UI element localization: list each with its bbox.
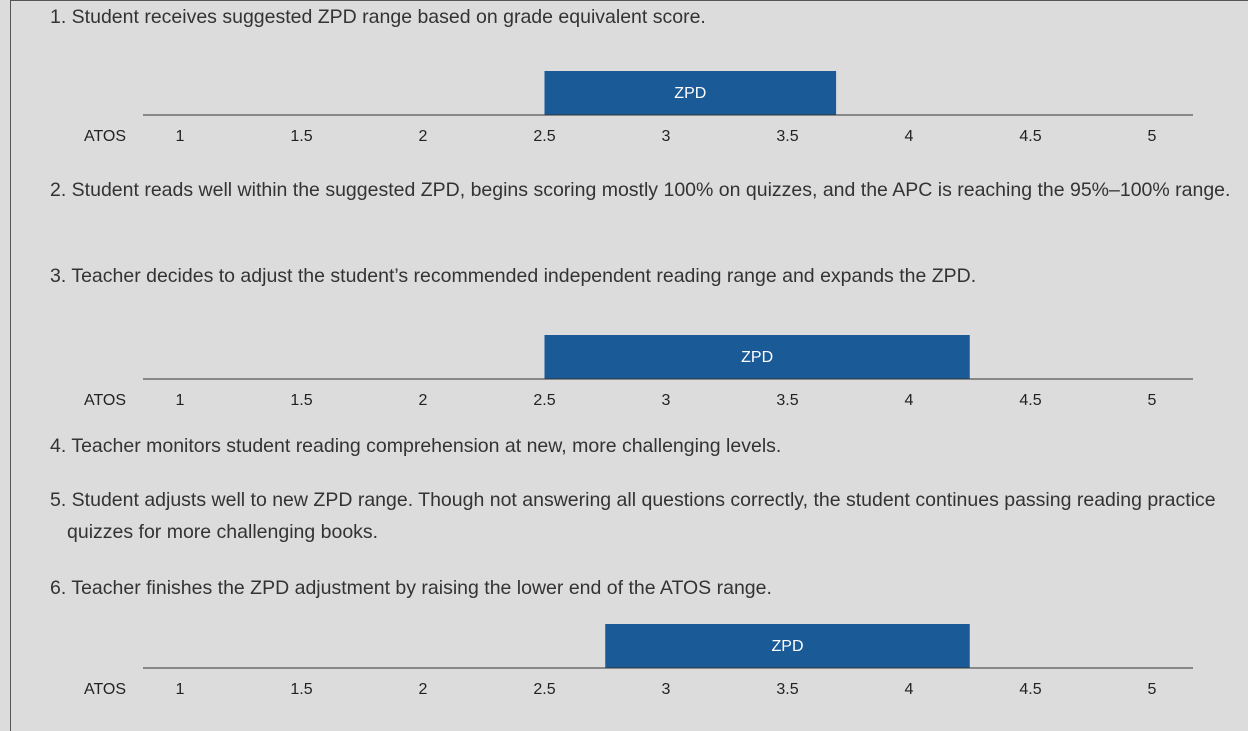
frame (10, 0, 1248, 731)
tick-label: 1 (176, 392, 185, 409)
tick-label: 1 (176, 128, 185, 145)
step: 3. Teacher decides to adjust the student… (50, 265, 977, 287)
tick-label: 2.5 (533, 392, 555, 409)
tick-label: 2 (419, 392, 428, 409)
tick-label: 1.5 (290, 681, 312, 698)
step: 1. Student receives suggested ZPD range … (50, 6, 706, 28)
tick-label: 2.5 (533, 128, 555, 145)
tick-label: 1.5 (290, 392, 312, 409)
zpd-bar (544, 71, 837, 115)
tick-label: 3.5 (776, 681, 798, 698)
zpd-bar (544, 335, 970, 379)
step: 4. Teacher monitors student reading comp… (50, 435, 782, 457)
axis-label: ATOS (84, 681, 126, 698)
atos-scale: ZPD ATOS 1 1.5 2 2.5 3 3.5 4 4.5 5 (84, 624, 1193, 698)
tick-label: 3.5 (776, 128, 798, 145)
step: 6. Teacher finishes the ZPD adjustment b… (50, 577, 772, 599)
tick-label: 4.5 (1019, 392, 1041, 409)
atos-scale: ZPD ATOS 1 1.5 2 2.5 3 3.5 4 4.5 5 (84, 71, 1193, 145)
step: 2. Student reads well within the suggest… (50, 179, 1231, 201)
tick-label: 5 (1148, 681, 1157, 698)
tick-label: 5 (1148, 392, 1157, 409)
atos-scale: ZPD ATOS 1 1.5 2 2.5 3 3.5 4 4.5 5 (84, 335, 1193, 409)
tick-label: 3 (662, 681, 671, 698)
axis-label: ATOS (84, 128, 126, 145)
zpd-label: ZPD (772, 638, 804, 655)
tick-label: 3.5 (776, 392, 798, 409)
tick-label: 2.5 (533, 681, 555, 698)
tick-label: 1 (176, 681, 185, 698)
axis-label: ATOS (84, 392, 126, 409)
tick-label: 2 (419, 128, 428, 145)
tick-label: 1.5 (290, 128, 312, 145)
tick-label: 3 (662, 128, 671, 145)
step: 5. Student adjusts well to new ZPD range… (50, 489, 1216, 543)
tick-label: 4.5 (1019, 681, 1041, 698)
zpd-bar (605, 624, 970, 668)
zpd-label: ZPD (741, 349, 773, 366)
tick-label: 4 (905, 392, 914, 409)
tick-label: 4.5 (1019, 128, 1041, 145)
tick-label: 5 (1148, 128, 1157, 145)
tick-label: 4 (905, 681, 914, 698)
tick-label: 3 (662, 392, 671, 409)
zpd-label: ZPD (674, 85, 706, 102)
tick-label: 2 (419, 681, 428, 698)
tick-label: 4 (905, 128, 914, 145)
